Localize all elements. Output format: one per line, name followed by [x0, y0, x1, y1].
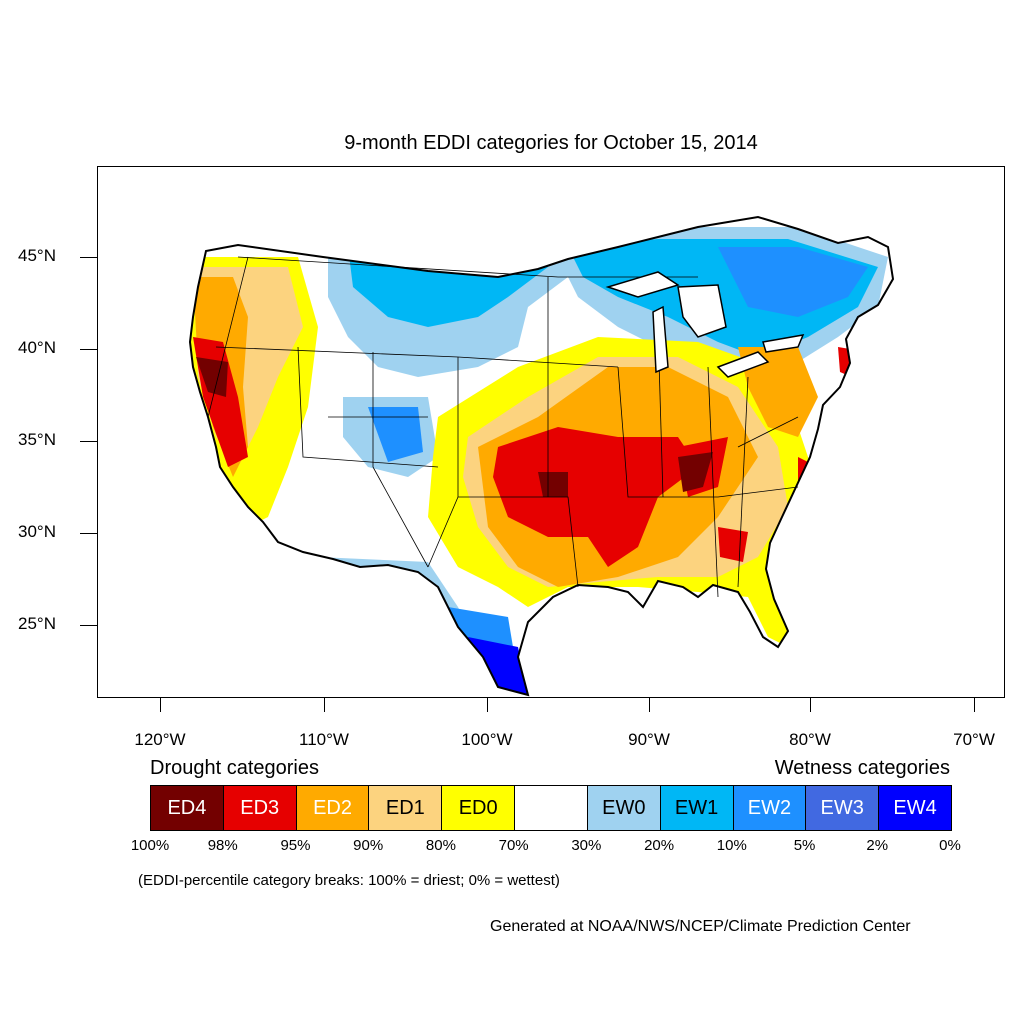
lat-tick	[80, 625, 97, 626]
lon-label-70: 70°W	[953, 730, 995, 749]
legend-break-label: 98%	[207, 837, 238, 854]
lat-tick	[80, 257, 97, 258]
lon-label-90: 90°W	[628, 730, 670, 749]
lon-tick	[810, 697, 811, 712]
lat-label-35: 35°N	[18, 430, 56, 449]
legend-break-label: 95%	[280, 837, 311, 854]
lat-label-45: 45°N	[18, 246, 56, 265]
lat-label-40: 40°N	[18, 338, 56, 357]
lon-label-100: 100°W	[461, 730, 513, 749]
legend-category-ew1: EW1	[660, 786, 734, 830]
lon-tick	[487, 697, 488, 712]
map-title: 9-month EDDI categories for October 15, …	[344, 132, 758, 154]
legend-category-ew0: EW0	[587, 786, 661, 830]
legend-break-label: 90%	[353, 837, 384, 854]
category-note: (EDDI-percentile category breaks: 100% =…	[138, 872, 560, 889]
legend-break-label: 2%	[866, 837, 889, 854]
drought-legend-title: Drought categories	[150, 757, 319, 779]
legend-break-label: 0%	[939, 837, 961, 854]
legend-break-label: 80%	[425, 837, 456, 854]
category-legend: ED4 ED3 ED2 ED1 ED0 EW0 EW1 EW2 EW3 EW4	[150, 785, 952, 831]
lon-label-80: 80°W	[789, 730, 831, 749]
legend-category-ed3: ED3	[223, 786, 297, 830]
lon-label-120: 120°W	[134, 730, 186, 749]
map-frame	[97, 166, 1005, 698]
great-lakes	[605, 271, 805, 378]
legend-break-label: 30%	[571, 837, 602, 854]
lon-tick	[324, 697, 325, 712]
credit-line: Generated at NOAA/NWS/NCEP/Climate Predi…	[490, 918, 911, 935]
lat-tick	[80, 441, 97, 442]
legend-break-label: 70%	[498, 837, 529, 854]
legend-category-normal	[515, 786, 588, 830]
lon-tick	[160, 697, 161, 712]
legend-category-ed0: ED0	[442, 786, 516, 830]
wetness-legend-title: Wetness categories	[774, 757, 950, 779]
legend-category-ed1: ED1	[369, 786, 443, 830]
legend-break-label: 10%	[716, 837, 747, 854]
legend-category-ew2: EW2	[733, 786, 807, 830]
lat-tick	[80, 349, 97, 350]
lon-label-110: 110°W	[299, 730, 349, 749]
legend-category-ed4: ED4	[151, 786, 224, 830]
legend-category-ed2: ED2	[296, 786, 370, 830]
legend-break-label: 100%	[130, 837, 170, 854]
legend-category-ew4: EW4	[879, 786, 951, 830]
lon-tick	[974, 697, 975, 712]
lat-label-25: 25°N	[18, 614, 56, 633]
map-canvas	[189, 216, 894, 696]
legend-break-label: 20%	[644, 837, 675, 854]
legend-break-label: 5%	[793, 837, 816, 854]
lon-tick	[649, 697, 650, 712]
lat-label-30: 30°N	[18, 522, 56, 541]
lat-tick	[80, 533, 97, 534]
legend-category-ew3: EW3	[806, 786, 880, 830]
